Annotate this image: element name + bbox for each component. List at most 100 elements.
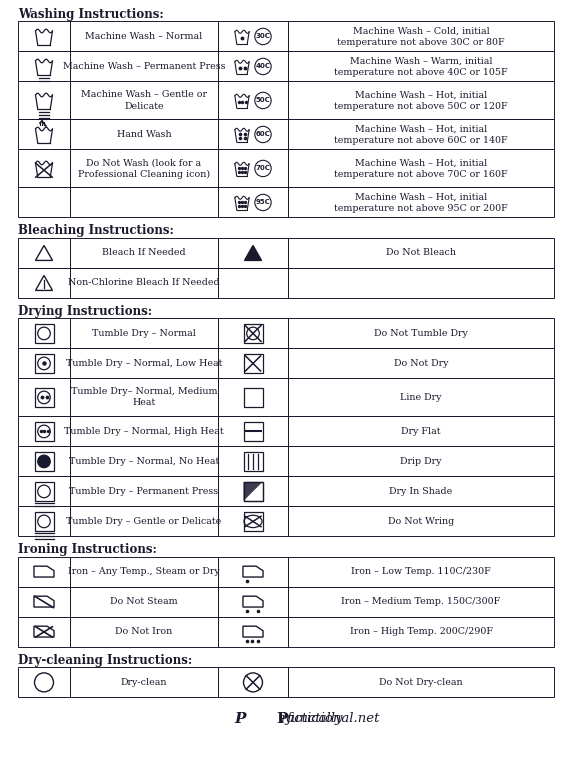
Bar: [18, 617, 70, 647]
Text: Do Not Dry: Do Not Dry: [394, 359, 448, 368]
Text: Machine Wash – Normal: Machine Wash – Normal: [85, 32, 202, 41]
Text: Tumble Dry – Permanent Press: Tumble Dry – Permanent Press: [69, 487, 219, 496]
Bar: [288, 447, 554, 477]
Text: ractically: ractically: [280, 712, 342, 725]
Bar: [288, 188, 554, 218]
Bar: [34, 482, 54, 501]
Bar: [70, 507, 218, 537]
Bar: [288, 22, 554, 52]
Text: Drip Dry: Drip Dry: [400, 457, 442, 466]
Bar: [288, 587, 554, 617]
Text: Tumble Dry– Normal, Medium
Heat: Tumble Dry– Normal, Medium Heat: [70, 388, 217, 408]
Bar: [288, 378, 554, 417]
Bar: [70, 378, 218, 417]
Text: 95C: 95C: [255, 199, 270, 205]
Bar: [18, 348, 70, 378]
Polygon shape: [245, 245, 262, 261]
Bar: [218, 477, 288, 507]
Text: Iron – Medium Temp. 150C/300F: Iron – Medium Temp. 150C/300F: [341, 598, 501, 607]
Bar: [18, 667, 70, 697]
Circle shape: [38, 455, 50, 468]
Text: Iron – Any Temp., Steam or Dry: Iron – Any Temp., Steam or Dry: [68, 568, 220, 577]
Bar: [70, 447, 218, 477]
Bar: [288, 268, 554, 298]
Bar: [70, 119, 218, 149]
Bar: [288, 238, 554, 268]
Bar: [244, 324, 262, 343]
Bar: [288, 348, 554, 378]
Bar: [218, 318, 288, 348]
Text: Machine Wash – Gentle or
Delicate: Machine Wash – Gentle or Delicate: [81, 91, 207, 111]
Bar: [218, 238, 288, 268]
Bar: [288, 119, 554, 149]
Bar: [70, 318, 218, 348]
Bar: [70, 22, 218, 52]
Text: Machine Wash – Hot, initial
temperature not above 70C or 160F: Machine Wash – Hot, initial temperature …: [334, 158, 508, 178]
Text: Tumble Dry – Normal: Tumble Dry – Normal: [92, 329, 196, 338]
Bar: [218, 378, 288, 417]
Text: 50C: 50C: [255, 98, 270, 104]
Circle shape: [255, 195, 271, 211]
Bar: [288, 417, 554, 447]
Circle shape: [255, 28, 271, 45]
Text: Do Not Bleach: Do Not Bleach: [386, 248, 456, 258]
Text: Tumble Dry – Gentle or Delicate: Tumble Dry – Gentle or Delicate: [67, 517, 222, 526]
Text: Do Not Dry-clean: Do Not Dry-clean: [379, 678, 463, 687]
Bar: [18, 119, 70, 149]
Text: Washing Instructions:: Washing Instructions:: [18, 8, 164, 21]
Text: 40C: 40C: [255, 64, 271, 69]
Bar: [70, 188, 218, 218]
Bar: [18, 188, 70, 218]
Bar: [288, 667, 554, 697]
Bar: [70, 557, 218, 587]
Bar: [244, 388, 262, 407]
Bar: [218, 52, 288, 82]
Bar: [288, 149, 554, 188]
Bar: [18, 268, 70, 298]
Text: Non-Chlorine Bleach If Needed: Non-Chlorine Bleach If Needed: [68, 278, 220, 288]
Text: Machine Wash – Hot, initial
temperature not above 95C or 200F: Machine Wash – Hot, initial temperature …: [334, 192, 508, 212]
Text: Do Not Steam: Do Not Steam: [110, 598, 178, 607]
Bar: [18, 417, 70, 447]
Bar: [34, 452, 54, 471]
Text: 70C: 70C: [255, 165, 270, 171]
Circle shape: [255, 92, 271, 108]
Text: Do Not Iron: Do Not Iron: [116, 628, 173, 637]
Circle shape: [255, 58, 271, 75]
Bar: [244, 482, 262, 501]
Text: Machine Wash – Warm, initial
temperature not above 40C or 105F: Machine Wash – Warm, initial temperature…: [334, 56, 508, 77]
Bar: [18, 238, 70, 268]
Bar: [218, 149, 288, 188]
Bar: [218, 557, 288, 587]
Bar: [18, 318, 70, 348]
Text: Dry-clean: Dry-clean: [121, 678, 168, 687]
Bar: [218, 348, 288, 378]
Text: Dry In Shade: Dry In Shade: [389, 487, 453, 496]
Bar: [218, 587, 288, 617]
Text: Machine Wash – Hot, initial
temperature not above 60C or 140F: Machine Wash – Hot, initial temperature …: [334, 125, 508, 145]
Text: Bleach If Needed: Bleach If Needed: [102, 248, 186, 258]
Bar: [218, 617, 288, 647]
Bar: [34, 512, 54, 531]
Text: Bleaching Instructions:: Bleaching Instructions:: [18, 225, 174, 238]
Bar: [218, 268, 288, 298]
Bar: [34, 388, 54, 407]
Bar: [34, 354, 54, 373]
Text: Do Not Tumble Dry: Do Not Tumble Dry: [374, 329, 468, 338]
Bar: [70, 149, 218, 188]
Bar: [70, 52, 218, 82]
Bar: [244, 422, 262, 441]
Bar: [288, 52, 554, 82]
Bar: [70, 477, 218, 507]
Circle shape: [255, 126, 271, 142]
Bar: [18, 507, 70, 537]
Bar: [18, 477, 70, 507]
Bar: [244, 512, 262, 531]
Bar: [288, 617, 554, 647]
Polygon shape: [244, 482, 262, 501]
Bar: [218, 82, 288, 119]
Text: Tumble Dry – Normal, No Heat: Tumble Dry – Normal, No Heat: [69, 457, 219, 466]
Bar: [34, 324, 54, 343]
Text: P: P: [234, 712, 245, 727]
Text: Machine Wash – Cold, initial
temperature not above 30C or 80F: Machine Wash – Cold, initial temperature…: [337, 26, 505, 47]
